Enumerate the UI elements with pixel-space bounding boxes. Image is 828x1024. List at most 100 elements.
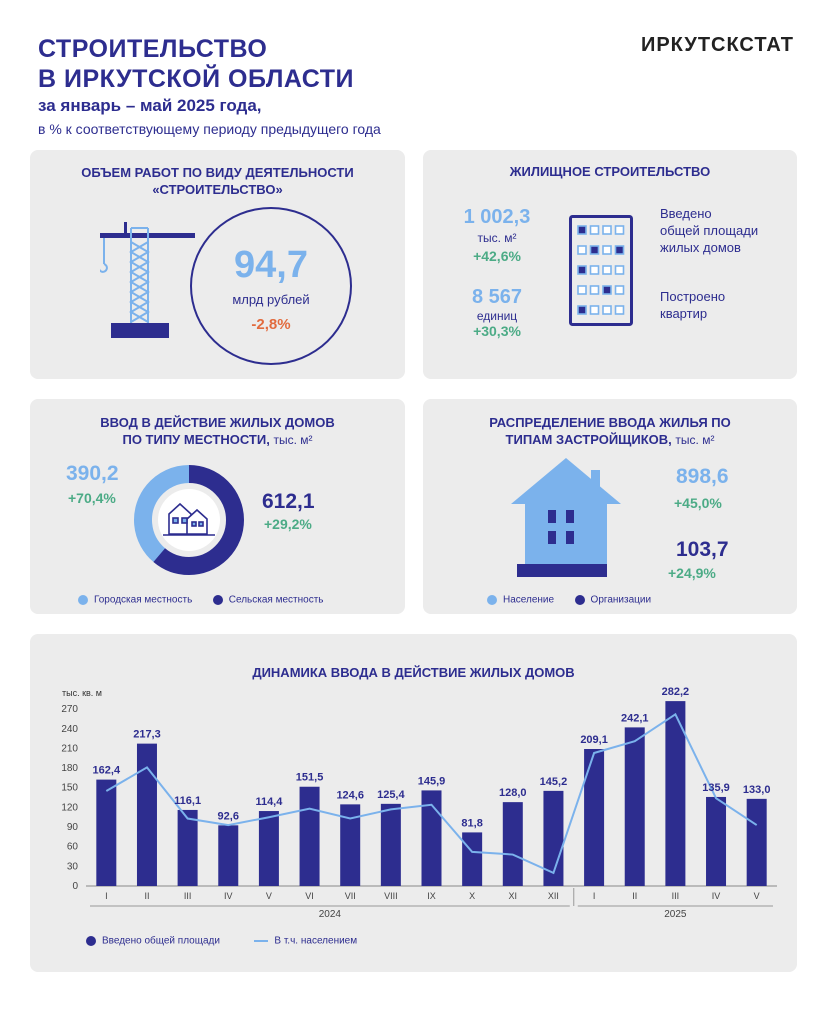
x-tick-label: VII	[345, 891, 356, 901]
housing-flats-value: 8 567	[471, 286, 523, 308]
houses-icon	[163, 502, 215, 536]
housing-area-unit: тыс. м²	[477, 231, 517, 245]
bar	[706, 796, 727, 886]
org-change: +24,9%	[668, 565, 716, 581]
legend-line-swatch	[254, 939, 269, 942]
construction-card-title: ОБЪЕМ РАБОТ ПО ВИДУ ДЕЯТЕЛЬНОСТИ «СТРОИТ…	[81, 165, 354, 197]
bar-data-label: 145,2	[540, 776, 568, 788]
bar-data-label: 162,4	[93, 765, 121, 777]
legend-bar-dot	[86, 935, 96, 946]
bar	[340, 804, 361, 886]
housing-flats-unit: единиц	[476, 309, 518, 323]
housing-area-label: Введено общей площади жилых домов	[660, 206, 759, 255]
bar	[258, 811, 279, 886]
bar	[624, 727, 645, 886]
construction-unit: млрд рублей	[232, 292, 310, 307]
bar	[502, 802, 523, 886]
rural-value: 612,1	[262, 490, 315, 513]
x-tick-label: VIII	[384, 891, 398, 901]
rural-change: +29,2%	[264, 516, 312, 532]
bar-data-label: 128,0	[499, 787, 527, 799]
housing-card: ЖИЛИЩНОЕ СТРОИТЕЛЬСТВО 1 002,3 тыс. м² +…	[423, 150, 797, 379]
urban-change: +70,4%	[68, 490, 116, 506]
x-tick-label: XI	[509, 891, 518, 901]
y-tick-label: 30	[67, 861, 79, 872]
x-tick-label: II	[144, 891, 149, 901]
bar	[380, 803, 401, 886]
chart-title: ДИНАМИКА ВВОДА В ДЕЙСТВИЕ ЖИЛЫХ ДОМОВ	[252, 665, 575, 680]
bar	[96, 779, 117, 886]
y-tick-label: 240	[61, 724, 78, 735]
bar-data-label: 114,4	[255, 796, 283, 808]
x-tick-label: I	[593, 891, 596, 901]
y-tick-label: 270	[61, 704, 78, 715]
x-tick-label: IV	[712, 891, 721, 901]
bar-data-label: 116,1	[174, 795, 201, 807]
dynamics-chart-card: ДИНАМИКА ВВОДА В ДЕЙСТВИЕ ЖИЛЫХ ДОМОВ ты…	[30, 634, 797, 972]
bar	[218, 825, 239, 886]
bar-data-label: 209,1	[580, 734, 608, 746]
population-value: 898,6	[676, 465, 729, 488]
locality-card-title: ВВОД В ДЕЙСТВИЕ ЖИЛЫХ ДОМОВ ПО ТИПУ МЕСТ…	[100, 415, 335, 447]
bar	[584, 749, 605, 886]
x-tick-label: III	[184, 891, 192, 901]
developers-legend: Население Организации	[487, 591, 651, 609]
bar-data-label: 135,9	[702, 782, 730, 794]
brand-logo: ИРКУТСКСТАТ	[640, 34, 794, 56]
year-group-label: 2025	[664, 909, 687, 920]
x-tick-label: XII	[548, 891, 559, 901]
title-line-1: СТРОИТЕЛЬСТВО	[38, 35, 268, 63]
bar-data-label: 81,8	[461, 817, 482, 829]
y-tick-label: 120	[61, 802, 78, 813]
population-change: +45,0%	[674, 495, 722, 511]
bar	[299, 786, 320, 886]
x-tick-label: IV	[224, 891, 233, 901]
comparison-note: в % к соответствующему периоду предыдуще…	[38, 121, 381, 137]
bar	[543, 790, 564, 886]
construction-value: 94,7	[234, 244, 308, 286]
year-group-label: 2024	[319, 909, 342, 920]
housing-flats-change: +30,3%	[473, 323, 521, 339]
housing-area-change: +42,6%	[473, 248, 521, 264]
y-tick-label: 0	[72, 881, 78, 892]
bar	[177, 809, 198, 886]
urban-value: 390,2	[66, 462, 119, 485]
bar-data-label: 242,1	[621, 712, 649, 724]
x-tick-label: IX	[427, 891, 436, 901]
bar-data-label: 124,6	[336, 789, 364, 801]
bar-data-label: 217,3	[133, 729, 161, 741]
x-tick-label: X	[469, 891, 475, 901]
developers-card-title: РАСПРЕДЕЛЕНИЕ ВВОДА ЖИЛЬЯ ПО ТИПАМ ЗАСТР…	[489, 415, 731, 447]
population-line	[105, 712, 758, 875]
legend-rural-dot	[212, 594, 223, 605]
bar	[665, 701, 686, 886]
housing-flats-label: Построено квартир	[660, 289, 726, 321]
y-tick-label: 150	[61, 783, 78, 794]
y-tick-label: 180	[61, 763, 78, 774]
page-title: СТРОИТЕЛЬСТВО В ИРКУТСКОЙ ОБЛАСТИ	[38, 34, 354, 94]
bar	[421, 790, 442, 886]
house-icon	[511, 458, 621, 577]
chart-y-axis-label: тыс. кв. м	[62, 688, 102, 698]
bar-data-label: 282,2	[662, 686, 690, 698]
housing-area-value: 1 002,3	[463, 206, 531, 228]
locality-legend: Городская местность Сельская местность	[78, 591, 324, 609]
x-tick-label: II	[632, 891, 637, 901]
housing-card-title: ЖИЛИЩНОЕ СТРОИТЕЛЬСТВО	[509, 164, 711, 179]
bar-data-label: 151,5	[296, 772, 324, 784]
x-tick-label: V	[266, 891, 272, 901]
construction-volume-card: ОБЪЕМ РАБОТ ПО ВИДУ ДЕЯТЕЛЬНОСТИ «СТРОИТ…	[30, 150, 405, 379]
bar-data-label: 92,6	[218, 810, 239, 822]
y-tick-label: 90	[67, 822, 79, 833]
construction-value-circle	[190, 207, 352, 365]
org-value: 103,7	[676, 538, 729, 561]
donut-slice-rural	[134, 465, 244, 575]
locality-card: ВВОД В ДЕЙСТВИЕ ЖИЛЫХ ДОМОВ ПО ТИПУ МЕСТ…	[30, 399, 405, 614]
apartment-building-icon	[569, 215, 633, 326]
construction-change: -2,8%	[251, 316, 291, 333]
x-tick-label: III	[672, 891, 680, 901]
bar-data-label: 145,9	[418, 775, 446, 787]
x-tick-label: I	[105, 891, 108, 901]
period-subtitle: за январь – май 2025 года,	[38, 96, 262, 115]
y-tick-label: 60	[67, 842, 79, 853]
